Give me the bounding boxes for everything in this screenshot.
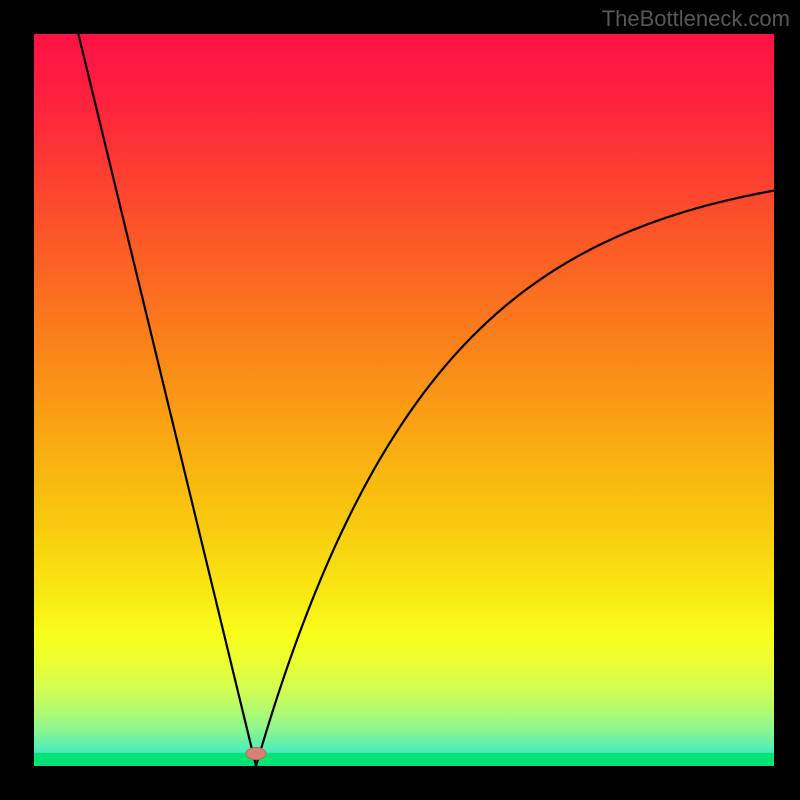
watermark-text: TheBottleneck.com [602, 6, 790, 32]
gradient-background [34, 34, 774, 766]
minimum-marker [246, 748, 266, 760]
chart-svg [34, 34, 774, 766]
plot-area [34, 34, 774, 766]
bottom-green-band [34, 753, 774, 766]
figure-container: { "watermark": { "text": "TheBottleneck.… [0, 0, 800, 800]
